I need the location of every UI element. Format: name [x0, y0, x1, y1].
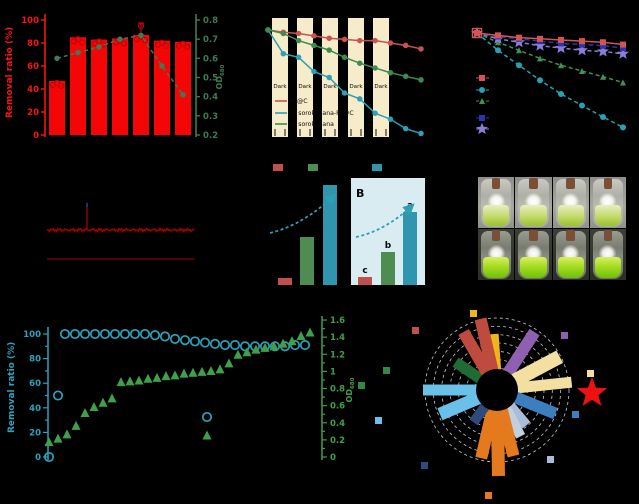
svg-text:Dark: Dark [374, 84, 388, 90]
svg-text:0: 0 [33, 131, 39, 141]
svg-text:100: 100 [23, 330, 41, 340]
svg-text:0: 0 [35, 453, 41, 463]
panel-epr-spectra [46, 203, 195, 260]
photo-panel [478, 177, 626, 280]
trend-arrow-b [355, 203, 415, 238]
svg-text:b: b [385, 241, 392, 251]
svg-text:60: 60 [29, 379, 41, 389]
culture-bottle [589, 229, 626, 280]
svg-text:0.3: 0.3 [203, 112, 218, 122]
svg-text:OD680: OD680 [345, 377, 356, 402]
od-triangles [44, 327, 315, 447]
removal-circles [43, 328, 311, 463]
epr-traces [46, 203, 195, 260]
svg-text:C. sorokiniana: C. sorokiniana [290, 121, 334, 128]
culture-bottle [515, 229, 552, 280]
culture-bottle [515, 177, 552, 228]
svg-text:40: 40 [27, 85, 39, 95]
panel-polar-rose-chart [358, 310, 608, 499]
svg-text:1.4: 1.4 [330, 333, 345, 343]
svg-text:0.2: 0.2 [203, 131, 218, 141]
svg-text:C. sorokiniana-Fe@C: C. sorokiniana-Fe@C [290, 109, 354, 117]
panel-ab-comparison-bars: Bc b a [269, 164, 425, 285]
svg-text:Dark: Dark [349, 84, 363, 90]
culture-bottle [478, 177, 515, 228]
svg-text:0: 0 [330, 453, 336, 463]
svg-text:Dark: Dark [298, 84, 312, 90]
group-a-bars [278, 185, 337, 285]
decline-lines [265, 27, 424, 137]
culture-bottle [552, 229, 589, 280]
svg-text:0.8: 0.8 [330, 385, 345, 395]
legend: Fe@C C. sorokiniana-Fe@C C. sorokiniana [275, 97, 354, 128]
series-lines [471, 26, 629, 131]
svg-text:a: a [407, 201, 413, 211]
panel-multi-series-decline-chart [471, 26, 629, 135]
culture-bottle [478, 229, 515, 280]
culture-bottle [552, 177, 589, 228]
svg-text:0.4: 0.4 [203, 93, 218, 103]
svg-text:80: 80 [29, 355, 41, 365]
red-bars [49, 22, 191, 136]
svg-text:B: B [356, 187, 364, 200]
svg-text:60: 60 [27, 62, 39, 72]
svg-text:1.6: 1.6 [330, 316, 345, 326]
polar-legend-squares [358, 310, 594, 499]
svg-text:0.8: 0.8 [203, 16, 218, 26]
svg-text:40: 40 [29, 404, 41, 414]
trend-arrow-a [269, 193, 337, 234]
highlight-star [576, 377, 608, 406]
legend-markers [476, 75, 490, 135]
svg-text:0.6: 0.6 [203, 54, 218, 64]
svg-text:0.7: 0.7 [203, 35, 218, 45]
svg-text:1: 1 [330, 367, 336, 377]
legend-squares [273, 164, 382, 171]
svg-text:1.2: 1.2 [330, 350, 345, 360]
svg-text:Fe@C: Fe@C [290, 97, 308, 105]
od-line [54, 32, 186, 98]
svg-text:Dark: Dark [273, 84, 287, 90]
svg-text:Removal ratio (%): Removal ratio (%) [7, 342, 17, 433]
panel-growth-removal-scatter: 0 20 40 60 80 100 Removal ratio (%) 0 0.2 0.4 0.6 0… [7, 316, 356, 463]
svg-text:80: 80 [27, 39, 39, 49]
svg-text:0.2: 0.2 [330, 436, 345, 446]
svg-text:Removal ratio (%): Removal ratio (%) [5, 27, 15, 118]
svg-text:0.5: 0.5 [203, 74, 218, 84]
bar-od-plot: 0 20 40 60 80 100 Removal ratio (%) 0.2 0.3 0.4 0.… [5, 14, 226, 141]
legend-circle-marker [201, 411, 213, 423]
svg-text:100: 100 [21, 16, 39, 26]
svg-text:c: c [362, 266, 367, 276]
svg-text:20: 20 [29, 428, 41, 438]
svg-text:0.6: 0.6 [330, 402, 345, 412]
polar-bars [423, 317, 573, 477]
panel-dark-light-line-chart: Dark Dark Dark Dark Dark Fe@C C. sorokiniana-F… [265, 18, 424, 137]
svg-text:20: 20 [27, 108, 39, 118]
svg-text:Dark: Dark [323, 84, 337, 90]
culture-bottle [589, 177, 626, 228]
svg-text:0.4: 0.4 [330, 419, 345, 429]
svg-text:OD680: OD680 [215, 64, 226, 89]
axes: 0 20 40 60 80 100 Removal ratio (%) 0 0.2 0.4 0.6 0… [7, 316, 356, 463]
panel-removal-bar-od-chart: 0 20 40 60 80 100 Removal ratio (%) 0.2 0.3 0.4 0.… [5, 14, 226, 141]
